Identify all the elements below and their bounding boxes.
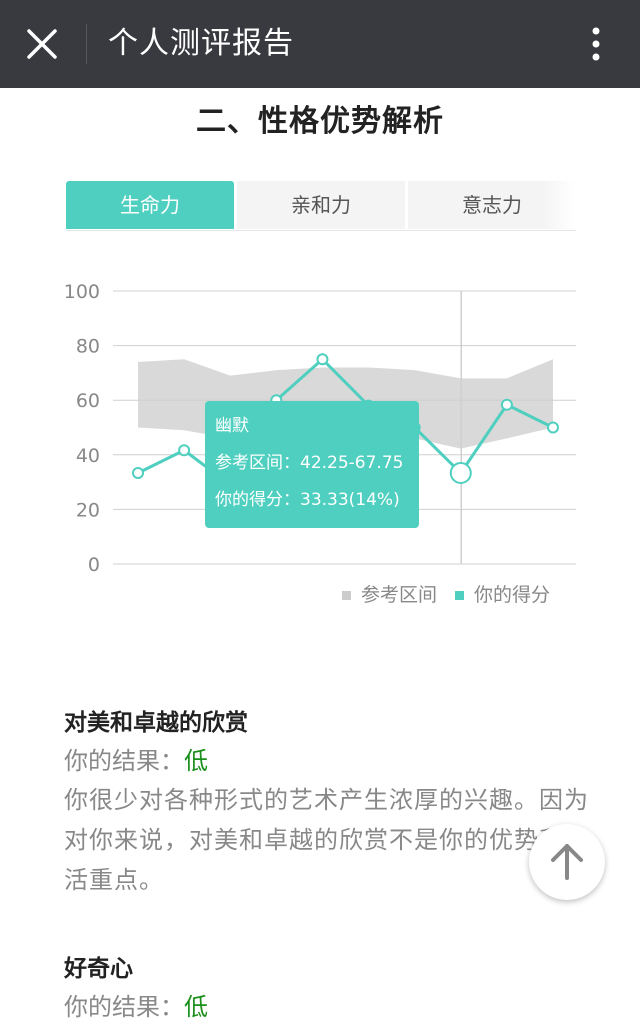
tooltip-range: 参考区间：42.25-67.75: [215, 453, 404, 473]
back-to-top-button[interactable]: [529, 824, 605, 900]
data-point: [132, 467, 144, 480]
y-tick-label: 80: [76, 336, 100, 358]
legend-item-range[interactable]: 参考区间: [342, 582, 437, 608]
data-point: [178, 444, 191, 457]
y-tick-label: 100: [64, 281, 100, 303]
legend-swatch-score: [455, 590, 465, 600]
y-tick-label: 20: [76, 499, 100, 521]
legend-label-score: 你的得分: [474, 584, 551, 606]
section-title: 二、性格优势解析: [196, 104, 444, 139]
arrow-up-icon: [551, 844, 583, 880]
trait-result: 你的结果：低: [64, 988, 594, 1026]
trait-title: 好奇心: [64, 956, 133, 982]
legend-swatch-range: [342, 590, 351, 600]
tab-vitality[interactable]: 生命力: [66, 181, 234, 229]
top-bar: 个人测评报告: [0, 0, 640, 88]
trait-result-prefix: 你的结果：: [64, 747, 184, 775]
legend-label-range: 参考区间: [361, 584, 438, 606]
trait-result: 你的结果：低: [64, 742, 594, 780]
legend-item-score[interactable]: 你的得分: [455, 582, 550, 608]
y-tick-label: 40: [76, 445, 100, 467]
y-tick-label: 0: [88, 554, 100, 576]
y-tick-label: 60: [76, 390, 100, 412]
data-point: [449, 462, 472, 485]
trait-result-level: 低: [184, 747, 208, 775]
more-menu-button[interactable]: [580, 24, 612, 64]
chart-tooltip: 幽默 参考区间：42.25-67.75 你的得分：33.33(14%): [205, 401, 419, 528]
close-button[interactable]: [22, 24, 62, 64]
trait-result-level: 低: [184, 993, 208, 1021]
trait-section: 对美和卓越的欣赏 你的结果：低 你很少对各种形式的艺术产生浓厚的兴趣。因为对你来…: [64, 704, 594, 900]
more-vertical-icon: [592, 27, 600, 61]
data-point: [500, 398, 513, 411]
trait-title: 对美和卓越的欣赏: [64, 710, 248, 736]
tab-affinity[interactable]: 亲和力: [237, 181, 405, 229]
dimension-tabs: 生命力 亲和力 意志力: [66, 181, 576, 231]
trait-description: 你很少对各种形式的艺术产生浓厚的兴趣。因为对你来说，对美和卓越的欣赏不是你的优势…: [64, 786, 589, 894]
chart-legend: 参考区间 你的得分: [342, 582, 568, 608]
trait-result-prefix: 你的结果：: [64, 993, 184, 1021]
tab-willpower[interactable]: 意志力: [408, 181, 576, 229]
trait-section: 好奇心 你的结果：低: [64, 950, 594, 1026]
data-point: [547, 421, 559, 434]
tooltip-score: 你的得分：33.33(14%): [215, 490, 400, 510]
page-title: 个人测评报告: [108, 26, 294, 61]
header-divider: [86, 24, 87, 64]
tooltip-title: 幽默: [215, 416, 249, 436]
close-icon: [27, 29, 57, 59]
data-point: [316, 353, 329, 366]
